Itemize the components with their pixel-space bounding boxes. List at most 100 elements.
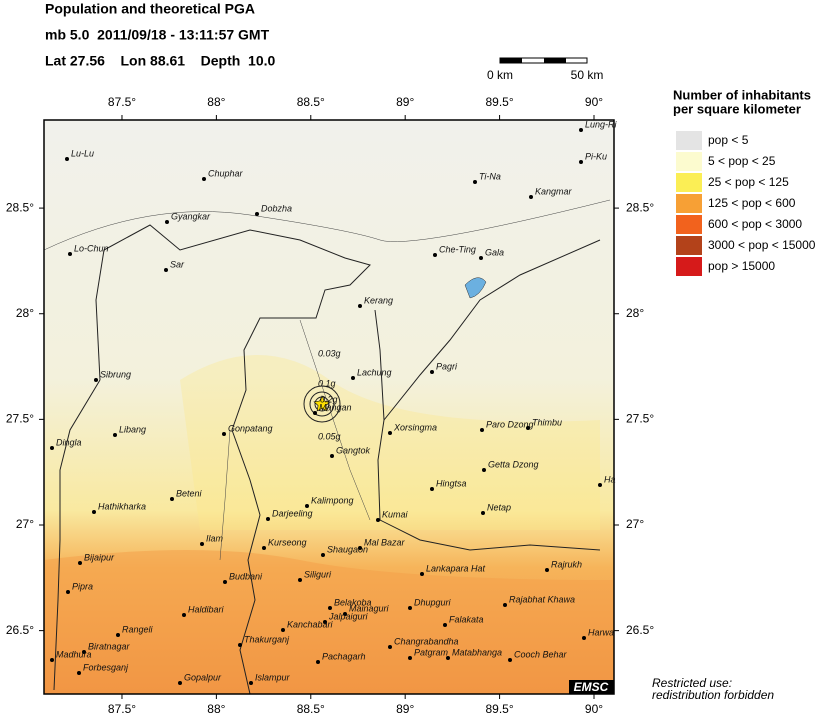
- legend-title: Number of inhabitants: [673, 87, 811, 102]
- city-marker: [529, 195, 533, 199]
- legend-title: per square kilometer: [673, 101, 801, 116]
- city-marker: [473, 180, 477, 184]
- city-label: Kumai: [382, 509, 409, 519]
- city-label: Bijaipur: [84, 552, 115, 562]
- y-tick-label: 28.5°: [626, 200, 654, 214]
- city-marker: [94, 378, 98, 382]
- x-tick-label: 88°: [207, 95, 225, 109]
- city-marker: [321, 553, 325, 557]
- city-label: Haldibari: [188, 604, 225, 614]
- city-marker: [430, 370, 434, 374]
- city-marker: [479, 256, 483, 260]
- city-label: Sibrung: [100, 369, 131, 379]
- city-label: Kurseong: [268, 537, 307, 547]
- city-marker: [262, 546, 266, 550]
- city-label: Dingla: [56, 437, 82, 447]
- map: Lu-Lu Chuphar Gyangkar Dobzha Lo-Chun Sar Kera…: [43, 119, 618, 695]
- city-label: Beteni: [176, 488, 203, 498]
- scale-start: 0 km: [487, 68, 513, 82]
- x-tick-label: 89°: [396, 95, 414, 109]
- pga-contours: [303, 385, 341, 423]
- city-marker: [238, 643, 242, 647]
- city-marker: [443, 623, 447, 627]
- city-label: Jalpaiguri: [328, 611, 369, 621]
- pga-label: 0.1g: [318, 378, 336, 388]
- y-tick-label: 28.5°: [6, 200, 34, 214]
- city-marker: [316, 660, 320, 664]
- city-label: Pachagarh: [322, 651, 366, 661]
- city-label: Kanchabari: [287, 619, 334, 629]
- city-marker: [408, 656, 412, 660]
- city-label: Cooch Behar: [514, 649, 568, 659]
- city-label: Lu-Lu: [71, 148, 94, 158]
- city-label: Forbesganj: [83, 662, 129, 672]
- city-marker: [482, 468, 486, 472]
- legend-swatch: [676, 215, 702, 234]
- emsc-badge: EMSC: [574, 680, 609, 694]
- city-label: Thimbu: [532, 417, 562, 427]
- city-marker: [255, 212, 259, 216]
- city-label: Biratnagar: [88, 641, 131, 651]
- x-tick-label: 90°: [585, 95, 603, 109]
- legend-label: 125 < pop < 600: [708, 196, 796, 210]
- legend-swatch: [676, 131, 702, 150]
- city-label: Dhupguri: [414, 597, 452, 607]
- city-label: Dobzha: [261, 203, 292, 213]
- city-label: Getta Dzong: [488, 459, 539, 469]
- legend-label: 3000 < pop < 15000: [708, 238, 816, 252]
- scale-end: 50 km: [571, 68, 604, 82]
- city-marker: [351, 376, 355, 380]
- city-marker: [92, 510, 96, 514]
- city-label: Gala: [485, 247, 504, 257]
- city-label: Islampur: [255, 672, 291, 682]
- city-marker: [579, 160, 583, 164]
- city-marker: [200, 542, 204, 546]
- legend-label: 5 < pop < 25: [708, 154, 776, 168]
- y-tick-label: 27.5°: [626, 412, 654, 426]
- city-label: Darjeeling: [272, 508, 313, 518]
- city-label: Netap: [487, 502, 511, 512]
- y-tick-label: 26.5°: [626, 623, 654, 637]
- city-label: Budbani: [229, 571, 263, 581]
- city-marker: [481, 511, 485, 515]
- legend-swatch: [676, 236, 702, 255]
- city-marker: [68, 252, 72, 256]
- city-marker: [164, 268, 168, 272]
- city-marker: [358, 546, 362, 550]
- x-tick-label: 88°: [207, 702, 225, 716]
- city-marker: [50, 658, 54, 662]
- city-marker: [178, 681, 182, 685]
- city-label: Hathikharka: [98, 501, 146, 511]
- city-label: Lankapara Hat: [426, 563, 486, 573]
- y-tick-label: 27.5°: [6, 412, 34, 426]
- city-label: Kalimpong: [311, 495, 354, 505]
- city-marker: [202, 177, 206, 181]
- legend-swatch: [676, 257, 702, 276]
- city-label: Mainaguri: [349, 603, 390, 613]
- city-label: Gopalpur: [184, 672, 222, 682]
- city-label: Paro Dzong: [486, 419, 534, 429]
- city-label: Matabhanga: [452, 647, 502, 657]
- y-tick-label: 26.5°: [6, 623, 34, 637]
- x-tick-label: 88.5°: [297, 702, 325, 716]
- city-marker: [446, 656, 450, 660]
- city-marker: [420, 572, 424, 576]
- city-marker: [77, 671, 81, 675]
- x-tick-label: 89.5°: [486, 702, 514, 716]
- city-label: Xorsingma: [393, 422, 437, 432]
- x-tick-label: 87.5°: [108, 702, 136, 716]
- city-marker: [298, 578, 302, 582]
- city-marker: [182, 613, 186, 617]
- city-label: Mal Bazar: [364, 537, 406, 547]
- city-label: Lung-Ri: [585, 119, 618, 129]
- location-line: Lat 27.56 Lon 88.61 Depth 10.0: [45, 53, 276, 69]
- city-marker: [116, 633, 120, 637]
- city-marker: [313, 411, 317, 415]
- city-marker: [508, 658, 512, 662]
- y-tick-label: 28°: [16, 306, 34, 320]
- city-label: Changrabandha: [394, 636, 459, 646]
- x-tick-label: 90°: [585, 702, 603, 716]
- city-marker: [376, 518, 380, 522]
- city-label: Sar: [170, 259, 185, 269]
- city-label: Lo-Chun: [74, 243, 109, 253]
